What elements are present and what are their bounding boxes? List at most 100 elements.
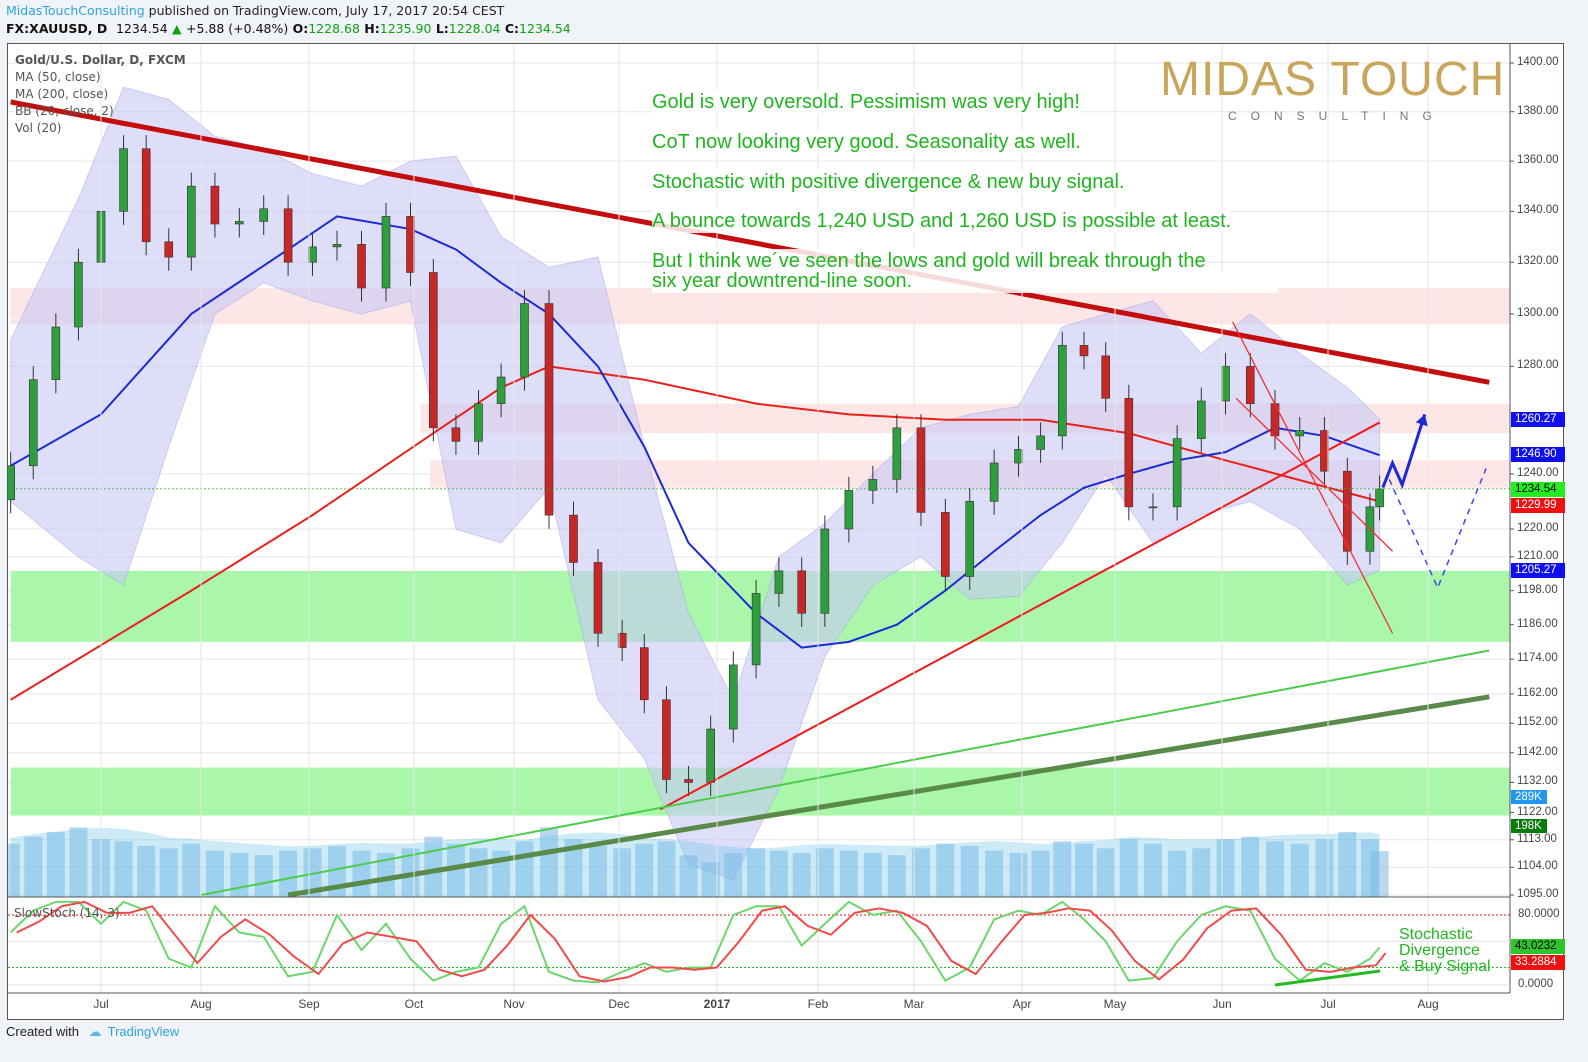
stoch-k-badge: 43.0232 <box>1511 939 1565 954</box>
time-tick-label: 2017 <box>703 997 731 1011</box>
legend-ma200[interactable]: MA (200, close) <box>15 87 109 101</box>
price-tick-label: 1095.00 <box>1517 888 1559 900</box>
volume-bar <box>635 843 654 897</box>
time-tick-label: Jul <box>1320 997 1336 1011</box>
resistance-zone <box>10 287 1510 325</box>
volume-bar <box>1370 851 1389 897</box>
candle-body <box>593 562 603 634</box>
ma200-badge: 1229.99 <box>1511 498 1565 513</box>
divergence-line <box>1274 969 1381 987</box>
candle-body <box>844 490 854 530</box>
volume-bar <box>8 843 20 897</box>
stoch-annotation: Stochastic Divergence & Buy Signal <box>1399 927 1491 975</box>
price-tick-label: 1340.00 <box>1517 204 1559 217</box>
legend-vol[interactable]: Vol (20) <box>15 121 62 135</box>
volume-bar <box>46 832 65 897</box>
time-tick-label: Aug <box>190 997 212 1011</box>
price-tick-label: 1132.00 <box>1517 775 1558 788</box>
symbol-info: FX:XAUUSD, D 1234.54 ▲ +5.88 (+0.48%) O:… <box>6 21 571 36</box>
published-text: published on TradingView.com, July 17, 2… <box>148 3 505 18</box>
stoch-tick: 80.0000 <box>1518 908 1560 920</box>
bollinger-band <box>10 86 1381 881</box>
volume-bar <box>114 841 133 897</box>
candle-body <box>617 632 627 648</box>
candle-body <box>332 244 342 248</box>
annotation-text: A bounce towards 1,240 USD and 1,260 USD… <box>652 209 1232 233</box>
candle-body <box>751 593 761 666</box>
stoch-note-line: & Buy Signal <box>1399 958 1491 975</box>
volume-bar <box>960 845 979 897</box>
symbol: FX:XAUUSD, D <box>6 21 108 36</box>
stoch-label[interactable]: SlowStoch (14, 3) <box>14 906 120 920</box>
price-tick-label: 1198.00 <box>1517 583 1558 596</box>
volume-bar <box>446 843 465 897</box>
volume-bar <box>564 839 583 897</box>
volume-bar <box>303 848 322 897</box>
price-change: +5.88 (+0.48%) <box>186 21 289 36</box>
time-tick-label: Jun <box>1212 997 1232 1011</box>
candle-body <box>1101 355 1110 399</box>
candle-body <box>1295 430 1305 437</box>
bb-upper-badge: 1260.27 <box>1511 412 1565 427</box>
open-label: O: <box>292 21 309 36</box>
candle-body <box>406 216 415 273</box>
last-price-badge: 1234.54 <box>1511 482 1565 497</box>
publisher-link[interactable]: MidasTouchConsulting <box>6 3 145 18</box>
tradingview-link[interactable]: TradingView <box>107 1024 180 1039</box>
legend-bb[interactable]: BB (20, close, 2) <box>15 104 114 118</box>
volume-bar <box>1266 841 1284 897</box>
candle-body <box>28 379 38 467</box>
volume-bar <box>792 852 811 897</box>
candle-body <box>1036 435 1045 450</box>
midas-touch-logo: MIDAS TOUCH <box>1160 52 1505 107</box>
candle-body <box>451 427 461 442</box>
last-price: 1234.54 <box>115 21 168 36</box>
volume-bar <box>69 827 88 897</box>
volume-bar <box>1119 839 1138 897</box>
volume-bar <box>679 855 698 897</box>
footer: Created with ☁ TradingView <box>6 1024 179 1040</box>
candle-body <box>965 501 975 577</box>
volume-bar <box>589 845 607 897</box>
candle-body <box>187 185 196 258</box>
price-tick-label: 1320.00 <box>1517 255 1559 268</box>
close-label: C: <box>504 21 520 36</box>
volume-bar <box>911 848 930 897</box>
candle-body <box>74 261 83 328</box>
price-tick-label: 1400.00 <box>1517 56 1559 68</box>
volume-bar <box>182 843 201 897</box>
annotation-text: CoT now looking very good. Seasonality a… <box>652 130 1081 154</box>
uptrend-trendline <box>659 421 1381 811</box>
price-pane <box>8 62 1510 897</box>
time-tick-label: Nov <box>503 997 525 1011</box>
legend-ma50[interactable]: MA (50, close) <box>15 70 101 84</box>
volume-badge: 198K <box>1511 819 1547 833</box>
candle-body <box>728 664 738 730</box>
volume-bar <box>724 852 743 897</box>
volume-bar <box>159 848 178 897</box>
bb-lower-badge: 1205.27 <box>1511 563 1565 578</box>
volume-bar <box>254 855 273 897</box>
volume-bar <box>1053 841 1072 897</box>
annotation-text: Gold is very oversold. Pessimism was ver… <box>652 90 1080 114</box>
support-thin-trendline <box>200 649 1490 896</box>
volume-bar <box>1315 839 1334 897</box>
candle-body <box>639 647 649 701</box>
candle-body <box>706 728 715 783</box>
volume-bar <box>1192 848 1211 897</box>
price-tick-label: 1280.00 <box>1517 359 1559 372</box>
volume-bar <box>1143 843 1162 897</box>
time-tick-label: May <box>1103 997 1127 1011</box>
candle-body <box>164 241 174 258</box>
volume-bar <box>657 841 676 897</box>
candle-body <box>357 244 366 289</box>
volume-bar <box>1168 850 1187 897</box>
arrow-head-icon <box>1415 414 1428 427</box>
volume-bar <box>863 852 882 897</box>
stoch-note-line: Divergence <box>1399 942 1480 959</box>
chart-legend: Gold/U.S. Dollar, D, FXCM MA (50, close)… <box>15 52 186 137</box>
logo-word1: MIDAS <box>1160 53 1318 106</box>
candle-body <box>8 465 15 501</box>
price-tick-label: 1142.00 <box>1517 745 1558 758</box>
